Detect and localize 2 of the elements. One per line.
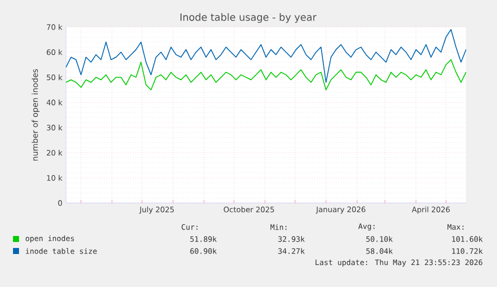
chart-title: Inode table usage - by year (180, 13, 317, 23)
line-series (66, 59, 466, 90)
